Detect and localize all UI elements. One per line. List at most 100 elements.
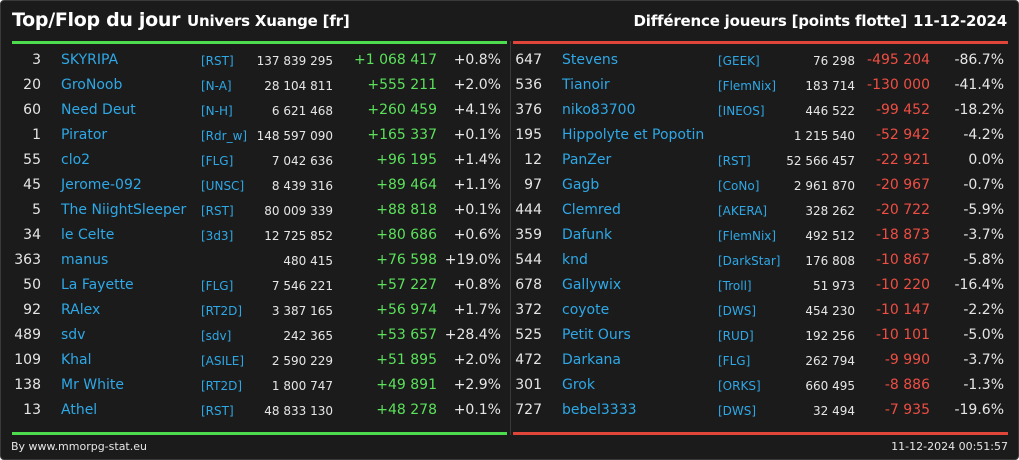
alliance-link[interactable]: [RT2D]	[201, 304, 243, 318]
player-link[interactable]: Stevens	[562, 52, 619, 68]
percent-change: +2.9%	[453, 377, 501, 393]
player-link[interactable]: Mr White	[61, 377, 124, 393]
alliance-link[interactable]: [CoNo]	[718, 179, 760, 193]
alliance-link[interactable]: [FlemNix]	[718, 79, 777, 93]
flop-row: 376 niko83700 [INEOS] 446 522 -99 452 -18.2%	[512, 98, 1009, 123]
total-points: 480 415	[283, 254, 333, 268]
player-link[interactable]: Athel	[61, 402, 98, 418]
rank-value: 1	[32, 127, 41, 143]
player-link[interactable]: Grok	[562, 377, 595, 393]
alliance-link[interactable]: [RST]	[201, 54, 234, 68]
alliance-link[interactable]: [DWS]	[718, 304, 757, 318]
rank-value: 55	[23, 152, 41, 168]
total-points: 48 833 130	[264, 404, 333, 418]
top-row: 45 Jerome-092 [UNSC] 8 439 316 +89 464 +1.1%	[11, 173, 508, 198]
player-link[interactable]: Clemred	[562, 202, 621, 218]
player-link[interactable]: La Fayette	[61, 277, 134, 293]
alliance-link[interactable]: [INEOS]	[718, 104, 765, 118]
rank-value: 12	[524, 152, 542, 168]
rank-value: 50	[23, 277, 41, 293]
alliance-link[interactable]: [AKERA]	[718, 204, 768, 218]
alliance-link[interactable]: [DWS]	[718, 404, 757, 418]
rank-value: 3	[32, 52, 41, 68]
player-link[interactable]: bebel3333	[562, 402, 637, 418]
total-points: 7 042 636	[271, 154, 333, 168]
player-link[interactable]: manus	[61, 252, 109, 268]
total-points: 28 104 811	[264, 79, 333, 93]
percent-change: -3.7%	[963, 227, 1004, 243]
alliance-link[interactable]: [Troll]	[718, 279, 752, 293]
player-link[interactable]: clo2	[61, 152, 91, 168]
player-link[interactable]: knd	[562, 252, 588, 268]
player-link[interactable]: Jerome-092	[61, 177, 142, 193]
total-points: 2 590 229	[271, 354, 333, 368]
player-link[interactable]: Tianoir	[562, 77, 610, 93]
points-diff: -10 867	[875, 252, 930, 268]
points-diff: +80 686	[376, 227, 437, 243]
universe-label: Univers Xuange [fr]	[187, 12, 350, 30]
footer-timestamp: 11-12-2024 00:51:57	[891, 440, 1008, 453]
percent-change: -3.7%	[963, 352, 1004, 368]
alliance-link[interactable]: [RT2D]	[201, 379, 243, 393]
player-link[interactable]: le Celte	[61, 227, 115, 243]
player-link[interactable]: SKYRIPA	[61, 52, 119, 68]
alliance-link[interactable]: [FLG]	[201, 279, 234, 293]
player-link[interactable]: Gagb	[562, 177, 600, 193]
player-link[interactable]: GroNoob	[61, 77, 123, 93]
alliance-link[interactable]: [DarkStar]	[718, 254, 781, 268]
points-diff: -18 873	[875, 227, 930, 243]
percent-change: +19.0%	[444, 252, 501, 268]
total-points: 454 230	[805, 304, 855, 318]
flop-accent-bar	[513, 41, 1008, 44]
player-link[interactable]: Darkana	[562, 352, 622, 368]
alliance-link[interactable]: [RST]	[201, 404, 234, 418]
alliance-link[interactable]: [GEEK]	[718, 54, 760, 68]
alliance-link[interactable]: [sdv]	[201, 329, 232, 343]
alliance-link[interactable]: [FLG]	[718, 354, 751, 368]
alliance-link[interactable]: [ORKS]	[718, 379, 761, 393]
player-link[interactable]: Hippolyte et Popotin	[562, 127, 705, 143]
player-link[interactable]: Khal	[61, 352, 92, 368]
flop-list: 647 Stevens [GEEK] 76 298 -495 204 -86.7% 536 T…	[512, 48, 1009, 423]
points-diff: +555 211	[367, 77, 437, 93]
alliance-link[interactable]: [N-H]	[201, 104, 233, 118]
alliance-link[interactable]: [RUD]	[718, 329, 754, 343]
flop-row: 647 Stevens [GEEK] 76 298 -495 204 -86.7%	[512, 48, 1009, 73]
player-link[interactable]: sdv	[61, 327, 86, 343]
player-link[interactable]: The NiightSleeper	[61, 202, 187, 218]
alliance-link[interactable]: [RST]	[718, 154, 751, 168]
total-points: 6 621 468	[271, 104, 333, 118]
player-link[interactable]: PanZer	[562, 152, 612, 168]
alliance-link[interactable]: [3d3]	[201, 229, 234, 243]
percent-change: +0.1%	[453, 402, 501, 418]
alliance-link[interactable]: [UNSC]	[201, 179, 245, 193]
top-row: 1 Pirator [Rdr_w] 148 597 090 +165 337 +0.1%	[11, 123, 508, 148]
flop-row: 12 PanZer [RST] 52 566 457 -22 921 0.0%	[512, 148, 1009, 173]
percent-change: -0.7%	[963, 177, 1004, 193]
alliance-link[interactable]: [RST]	[201, 204, 234, 218]
player-link[interactable]: Petit Ours	[562, 327, 631, 343]
points-diff: +1 068 417	[354, 52, 437, 68]
alliance-link[interactable]: [Rdr_w]	[201, 129, 248, 143]
percent-change: -2.2%	[963, 302, 1004, 318]
total-points: 492 512	[805, 229, 855, 243]
rank-value: 195	[515, 127, 542, 143]
player-link[interactable]: coyote	[562, 302, 610, 318]
percent-change: +28.4%	[444, 327, 501, 343]
footer-credit: By www.mmorpg-stat.eu	[11, 440, 147, 453]
alliance-link[interactable]: [ASILE]	[201, 354, 244, 368]
player-link[interactable]: niko83700	[562, 102, 636, 118]
flop-row: 301 Grok [ORKS] 660 495 -8 886 -1.3%	[512, 373, 1009, 398]
player-link[interactable]: RAlex	[61, 302, 101, 318]
alliance-link[interactable]: [N-A]	[201, 79, 232, 93]
percent-change: 0.0%	[968, 152, 1004, 168]
points-diff: -130 000	[867, 77, 930, 93]
rank-value: 727	[515, 402, 542, 418]
alliance-link[interactable]: [FLG]	[201, 154, 234, 168]
alliance-link[interactable]: [FlemNix]	[718, 229, 777, 243]
player-link[interactable]: Dafunk	[562, 227, 613, 243]
player-link[interactable]: Gallywix	[562, 277, 622, 293]
player-link[interactable]: Need Deut	[61, 102, 136, 118]
rank-value: 359	[515, 227, 542, 243]
player-link[interactable]: Pirator	[61, 127, 108, 143]
